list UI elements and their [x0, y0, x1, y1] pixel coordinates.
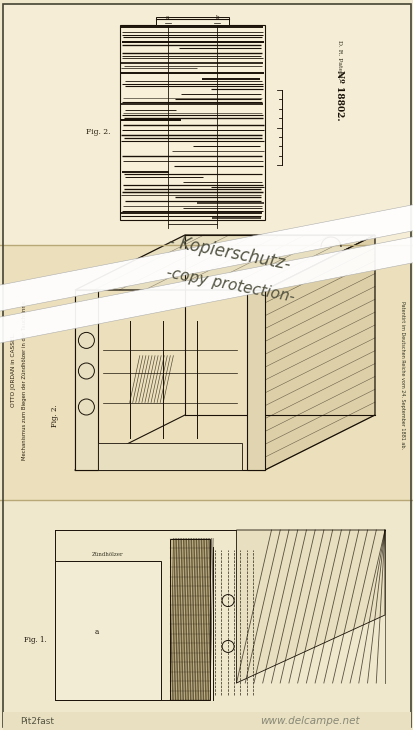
- Text: a: a: [95, 628, 99, 636]
- Polygon shape: [0, 203, 413, 313]
- Text: Fig. 2.: Fig. 2.: [85, 128, 110, 137]
- Text: OTTO JORDAN in CASSEL.: OTTO JORDAN in CASSEL.: [12, 333, 17, 407]
- Bar: [156, 17, 228, 25]
- Bar: [3, 4, 410, 245]
- Text: Patentirt im Deutschen Reiche vom 24. September 1881 ab.: Patentirt im Deutschen Reiche vom 24. Se…: [399, 301, 404, 449]
- Bar: [75, 290, 97, 470]
- Bar: [97, 443, 242, 470]
- Bar: [55, 561, 160, 700]
- Polygon shape: [75, 235, 374, 290]
- Bar: [3, 712, 410, 730]
- Text: - Kopierschutz-: - Kopierschutz-: [167, 233, 292, 274]
- Bar: [3, 500, 410, 712]
- Text: D. R. Patent.: D. R. Patent.: [337, 40, 342, 80]
- Polygon shape: [0, 234, 413, 345]
- Polygon shape: [236, 530, 384, 683]
- Text: Pit2fast: Pit2fast: [20, 717, 54, 726]
- Text: b: b: [215, 15, 218, 20]
- Bar: [120, 25, 264, 220]
- Text: Zündhölzer: Zündhölzer: [92, 552, 123, 556]
- Text: www.delcampe.net: www.delcampe.net: [259, 716, 359, 726]
- Text: -copy protection-: -copy protection-: [164, 266, 295, 305]
- Text: Mechanismus zum Biegen der Zündhölzer in der Tauchrinne.: Mechanismus zum Biegen der Zündhölzer in…: [22, 300, 27, 461]
- Bar: [3, 245, 410, 500]
- Bar: [246, 290, 264, 470]
- Text: a: a: [166, 15, 169, 20]
- Text: Fig. 1.: Fig. 1.: [24, 637, 47, 645]
- Text: Nº 18802.: Nº 18802.: [335, 69, 344, 120]
- Polygon shape: [264, 235, 374, 470]
- Bar: [170, 539, 209, 700]
- Text: Fig. 2.: Fig. 2.: [51, 404, 59, 427]
